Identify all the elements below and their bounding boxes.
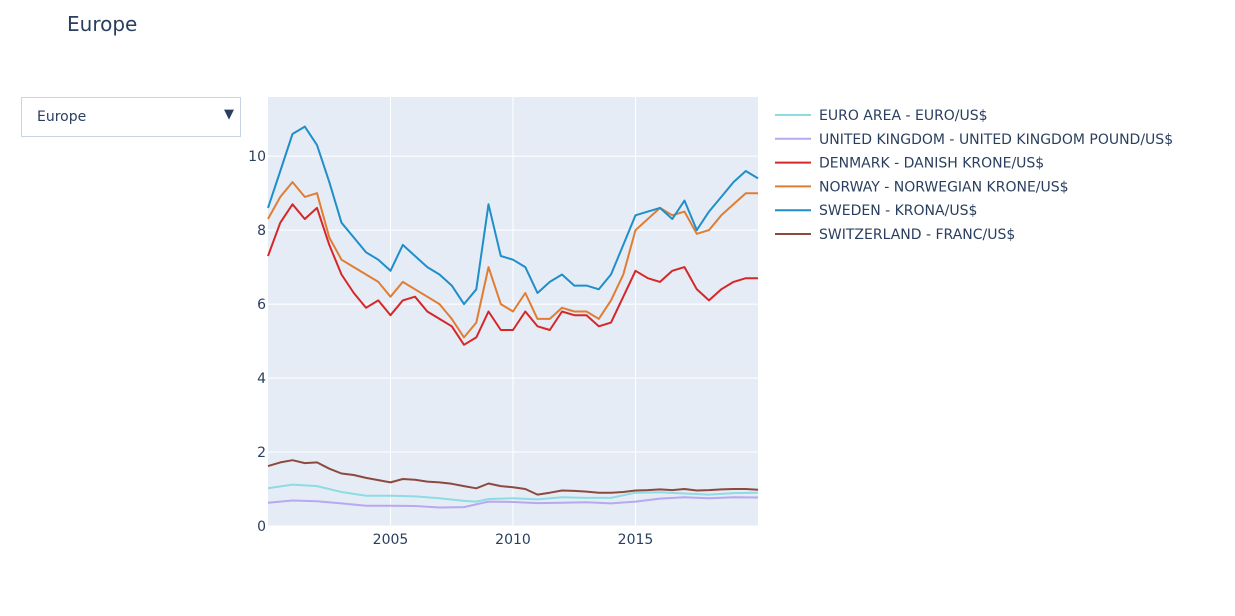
y-tick-label: 10 <box>248 149 266 165</box>
x-tick-label: 2015 <box>618 532 654 548</box>
y-tick-label: 4 <box>257 371 266 387</box>
series-line-5 <box>267 459 759 496</box>
x-tick-label: 2010 <box>495 532 531 548</box>
dropdown-selected-label: Europe <box>37 109 87 125</box>
triangle-down-icon[interactable]: ▼ <box>224 107 234 122</box>
legend-item-4[interactable]: SWEDEN - KRONA/US$ <box>819 203 977 219</box>
y-tick-label: 8 <box>257 223 266 239</box>
region-dropdown[interactable]: Europe ▼ <box>21 97 241 137</box>
series-line-0 <box>267 483 759 503</box>
page-title: Europe <box>67 12 138 36</box>
y-tick-label: 0 <box>257 519 266 535</box>
legend-item-1[interactable]: UNITED KINGDOM - UNITED KINGDOM POUND/US… <box>819 132 1173 148</box>
legend-item-2[interactable]: DENMARK - DANISH KRONE/US$ <box>819 156 1044 172</box>
legend-item-5[interactable]: SWITZERLAND - FRANC/US$ <box>819 227 1015 243</box>
series-line-2 <box>267 203 758 346</box>
y-tick-label: 2 <box>257 445 266 461</box>
legend-item-3[interactable]: NORWAY - NORWEGIAN KRONE/US$ <box>819 179 1069 195</box>
x-tick-label: 2005 <box>373 532 409 548</box>
y-tick-label: 6 <box>257 297 266 313</box>
legend-item-0[interactable]: EURO AREA - EURO/US$ <box>819 108 988 124</box>
series-line-1 <box>267 496 759 509</box>
series-line-4 <box>267 125 759 306</box>
